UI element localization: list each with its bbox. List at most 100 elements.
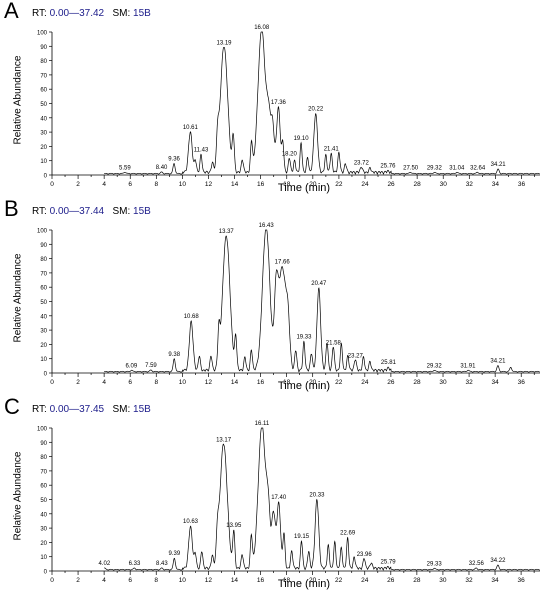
y-tick-label: 60 (40, 88, 47, 94)
peak-label: 34.21 (490, 359, 506, 365)
y-tick-label: 90 (40, 441, 47, 447)
x-tick-label: 0 (50, 577, 54, 584)
x-tick-label: 20 (309, 181, 317, 188)
x-tick-label: 34 (492, 379, 500, 386)
peak-label: 9.36 (168, 157, 180, 163)
chromatogram-trace (103, 427, 541, 571)
peak-label: 34.22 (490, 558, 506, 564)
rt-sm-header: RT: 0.00—37.42 SM: 15B (32, 8, 151, 19)
x-tick-label: 16 (257, 379, 265, 386)
peak-label: 25.79 (381, 559, 397, 565)
y-tick-label: 100 (37, 31, 48, 37)
x-tick-label: 14 (231, 577, 239, 584)
sm-label: SM: (112, 404, 131, 415)
peak-label: 16.11 (255, 421, 270, 427)
peak-label: 32.56 (469, 561, 485, 567)
sm-label: SM: (112, 8, 131, 19)
x-tick-label: 30 (439, 379, 447, 386)
peak-label: 19.33 (296, 334, 312, 340)
chromatogram-trace (104, 31, 540, 175)
x-axis-label: Time (min) (277, 380, 331, 392)
chromatogram-panel-c: C RT: 0.00—37.45 SM: 15B Relative Abunda… (0, 394, 550, 594)
x-tick-label: 0 (50, 181, 54, 188)
x-tick-label: 16 (257, 577, 265, 584)
chromatogram-panel-a: A RT: 0.00—37.42 SM: 15B Relative Abunda… (0, 0, 550, 198)
rt-range: 0.00—37.44 (49, 206, 105, 217)
peak-label: 23.27 (348, 353, 364, 359)
peak-label: 25.76 (380, 163, 396, 169)
y-tick-label: 50 (40, 102, 47, 108)
sm-value: 15B (133, 404, 151, 415)
x-tick-label: 14 (231, 181, 239, 188)
peak-label: 9.39 (169, 551, 181, 557)
rt-sm-header: RT: 0.00—37.45 SM: 15B (32, 404, 151, 415)
x-tick-label: 18 (283, 379, 291, 386)
x-tick-label: 34 (491, 577, 499, 584)
peak-label: 10.68 (184, 314, 200, 320)
x-tick-label: 6 (128, 181, 132, 188)
y-tick-label: 30 (40, 527, 47, 533)
y-tick-label: 10 (40, 357, 47, 363)
y-tick-label: 60 (40, 484, 47, 490)
y-tick-label: 0 (44, 570, 48, 576)
x-tick-label: 28 (413, 379, 421, 386)
sm-label: SM: (112, 206, 131, 217)
peak-label: 4.02 (99, 561, 111, 567)
x-tick-label: 8 (155, 181, 159, 188)
peak-label: 17.66 (275, 260, 291, 266)
y-tick-label: 0 (44, 372, 48, 378)
y-tick-label: 40 (40, 314, 47, 320)
x-tick-label: 10 (179, 577, 187, 584)
sm-value: 15B (133, 206, 151, 217)
y-tick-label: 50 (40, 300, 47, 306)
y-tick-label: 10 (40, 159, 47, 165)
peak-label: 16.43 (259, 223, 275, 229)
x-tick-label: 30 (440, 181, 448, 188)
peak-label: 6.09 (126, 363, 138, 369)
peak-label: 19.10 (294, 136, 310, 142)
peak-label: 13.19 (217, 41, 233, 47)
x-tick-label: 8 (154, 379, 158, 386)
y-tick-label: 90 (40, 243, 47, 249)
x-tick-label: 4 (102, 379, 106, 386)
y-tick-label: 40 (40, 512, 47, 518)
peak-label: 10.61 (183, 125, 199, 131)
x-tick-label: 6 (128, 379, 132, 386)
rt-label: RT: (32, 206, 47, 217)
peak-label: 20.22 (308, 107, 324, 113)
peak-label: 8.40 (156, 165, 168, 171)
y-tick-label: 80 (40, 455, 47, 461)
y-tick-label: 0 (44, 174, 48, 180)
peak-label: 18.20 (282, 151, 298, 157)
peak-label: 13.17 (216, 437, 232, 443)
x-tick-label: 22 (335, 577, 343, 584)
x-tick-label: 24 (361, 379, 369, 386)
peak-label: 16.08 (254, 25, 270, 31)
y-tick-label: 100 (37, 229, 48, 235)
x-axis-label: Time (min) (277, 182, 331, 194)
y-tick-label: 80 (40, 59, 47, 65)
y-tick-label: 70 (40, 469, 47, 475)
peak-label: 9.38 (168, 352, 180, 358)
x-tick-label: 18 (283, 181, 291, 188)
peak-label: 31.04 (449, 165, 465, 171)
x-tick-label: 24 (361, 577, 369, 584)
x-tick-label: 8 (154, 577, 158, 584)
rt-range: 0.00—37.42 (49, 8, 105, 19)
x-tick-label: 34 (492, 181, 500, 188)
peak-label: 22.69 (340, 530, 356, 536)
x-tick-label: 2 (76, 379, 80, 386)
x-axis-label: Time (min) (277, 578, 331, 590)
peak-label: 19.15 (294, 534, 310, 540)
peak-label: 25.81 (381, 360, 397, 366)
rt-label: RT: (32, 404, 47, 415)
peak-label: 13.95 (226, 523, 242, 529)
x-tick-label: 4 (102, 181, 106, 188)
x-tick-label: 22 (335, 379, 343, 386)
x-tick-label: 2 (76, 577, 80, 584)
peak-label: 23.96 (357, 552, 373, 558)
peak-label: 21.58 (326, 340, 342, 346)
x-tick-label: 32 (465, 379, 473, 386)
